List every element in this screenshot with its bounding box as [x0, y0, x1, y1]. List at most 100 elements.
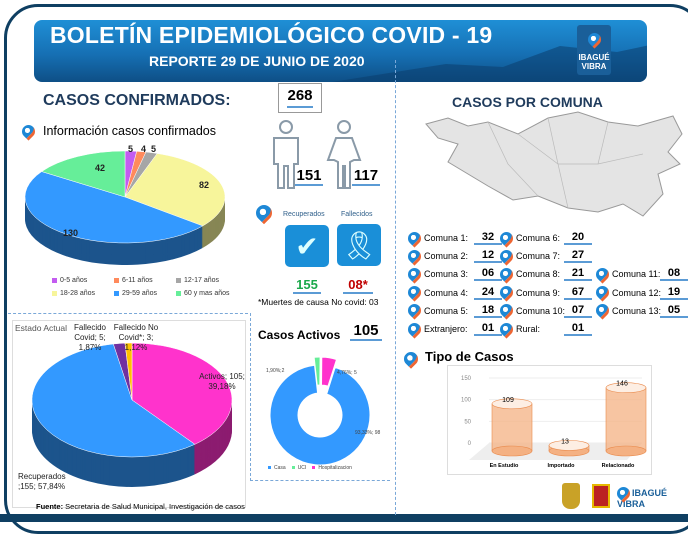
check-icon: ✔	[285, 225, 329, 267]
legend-item: 29-59 años	[114, 290, 176, 297]
data-label: 5	[128, 144, 134, 154]
comuna-item: Rural:	[497, 319, 541, 339]
location-pin-icon	[497, 301, 516, 320]
comuna-label: Rural:	[516, 324, 541, 334]
alcaldia-logo	[592, 484, 610, 508]
casos-activos-heading: Casos Activos	[258, 328, 341, 342]
fallecidos-label: Fallecidos	[341, 211, 373, 218]
location-pin-icon	[405, 246, 424, 266]
legend-item: 18-28 años	[52, 290, 114, 297]
comuna-item: Comuna 10:	[497, 301, 566, 320]
fallecidos-count: 08*	[343, 277, 373, 294]
comuna-label: Comuna 3:	[424, 269, 469, 280]
donut-slice-uci	[313, 356, 321, 386]
comuna-label: Comuna 11:	[612, 269, 661, 280]
data-label: Recuperados ;155; 57,84%	[18, 472, 66, 491]
legend-item: 6-11 años	[114, 277, 176, 284]
report-date: REPORTE 29 DE JUNIO DE 2020	[149, 53, 365, 69]
comuna-item: Comuna 9:	[497, 283, 561, 302]
male-icon	[273, 120, 299, 189]
comuna-label: Comuna 13:	[612, 305, 662, 316]
data-label: Fallecido No Covid*; 3; 1,12%	[113, 323, 159, 352]
bottom-band	[0, 514, 688, 522]
location-pin-icon	[405, 228, 424, 248]
comuna-label: Comuna 6:	[516, 233, 561, 243]
legend-item: 12-17 años	[176, 277, 236, 284]
legend-item: Casa	[268, 465, 286, 471]
location-pin-icon	[497, 283, 516, 302]
comuna-item: Comuna 7:	[497, 246, 561, 266]
data-label: 146	[616, 381, 628, 388]
x-tick-label: Relacionado	[602, 463, 635, 469]
total-confirmados[interactable]: 268	[278, 83, 322, 113]
y-tick-label: 150	[461, 376, 472, 382]
hombres-count: 151	[295, 167, 323, 186]
escudo-ibague-logo	[562, 483, 580, 509]
location-pin-icon	[497, 265, 516, 284]
comuna-label: Comuna 8:	[516, 269, 561, 280]
casos-activos-box	[250, 313, 390, 481]
pie-slice-18-28-a-os	[124, 153, 226, 227]
comuna-item: Comuna 12:	[593, 283, 662, 302]
data-label: 109	[502, 397, 514, 404]
comuna-label: Comuna 7:	[516, 251, 561, 262]
legend-item: UCI	[291, 465, 306, 471]
comuna-value: 05	[660, 304, 688, 318]
data-label: 4	[141, 144, 147, 154]
comuna-value: 21	[564, 267, 592, 282]
comuna-value: 67	[564, 286, 592, 300]
location-pin-icon	[593, 283, 612, 302]
location-pin-icon	[405, 319, 424, 339]
comuna-item: Comuna 11:	[593, 265, 661, 284]
location-pin-icon	[497, 228, 516, 248]
page-title: BOLETÍN EPIDEMIOLÓGICO COVID - 19	[50, 22, 493, 48]
y-tick-label: 50	[464, 419, 471, 425]
comuna-label: Comuna 9:	[516, 287, 561, 298]
legend-item: Hospitalizacion	[312, 465, 352, 471]
data-label: 82	[199, 180, 210, 190]
comuna-label: Comuna 10:	[516, 305, 566, 316]
gender-icons	[273, 120, 362, 189]
comuna-value: 12	[474, 249, 502, 264]
comuna-value: 18	[474, 304, 502, 318]
comuna-label: Comuna 12:	[612, 287, 662, 298]
comuna-value: 01	[474, 322, 502, 336]
comuna-label: Extranjero:	[424, 324, 468, 334]
age-legend: 0-5 años 6-11 años 12-17 años 18-28 años…	[52, 277, 232, 297]
comuna-item: Comuna 8:	[497, 265, 561, 284]
bar-top	[548, 440, 590, 451]
chart-title: Estado Actual	[15, 323, 67, 333]
comuna-item: Comuna 4:	[405, 283, 468, 302]
legend-item: 0-5 años	[52, 277, 114, 284]
mujeres-count: 117	[352, 167, 380, 186]
pie-slice-60-y-mas-a-os	[41, 150, 126, 198]
female-icon	[326, 120, 362, 189]
location-pin-icon	[497, 319, 516, 339]
x-tick-label: Importado	[548, 463, 576, 469]
bar-base	[491, 445, 533, 457]
data-label: 93,33%; 98	[355, 430, 381, 436]
estado-actual-pie-chart	[31, 342, 233, 487]
data-label: 5	[151, 144, 157, 154]
comuna-value: 32	[474, 231, 502, 245]
comuna-label: Comuna 5:	[424, 305, 469, 316]
y-tick-label: 0	[468, 441, 472, 447]
comuna-label: Comuna 2:	[424, 251, 469, 262]
casos-activos-total: 105	[350, 322, 382, 341]
divider	[8, 313, 248, 314]
legend-item: 60 y mas años	[176, 290, 236, 297]
donut-legend: Casa UCI Hospitalizacion	[268, 465, 352, 471]
comuna-value: 07	[564, 304, 592, 318]
recuperados-label: Recuperados	[283, 211, 325, 218]
ibague-vibra-footer-logo: IBAGUÉ VIBRA	[614, 484, 688, 509]
tipo-casos-heading: Tipo de Casos	[425, 349, 514, 364]
comuna-value: 19	[660, 286, 688, 300]
comuna-label: Comuna 1:	[424, 233, 469, 243]
info-casos-heading: Información casos confirmados	[43, 124, 216, 138]
bar-en-estudio	[491, 403, 533, 452]
pie-slice-activos	[131, 342, 233, 445]
comuna-item: Comuna 3:	[405, 265, 469, 284]
data-label: Fallecido Covid; 5; 1,87%	[73, 323, 106, 352]
data-label: Activos; 105; 39,18%	[199, 372, 245, 391]
comuna-value: 20	[564, 231, 592, 245]
